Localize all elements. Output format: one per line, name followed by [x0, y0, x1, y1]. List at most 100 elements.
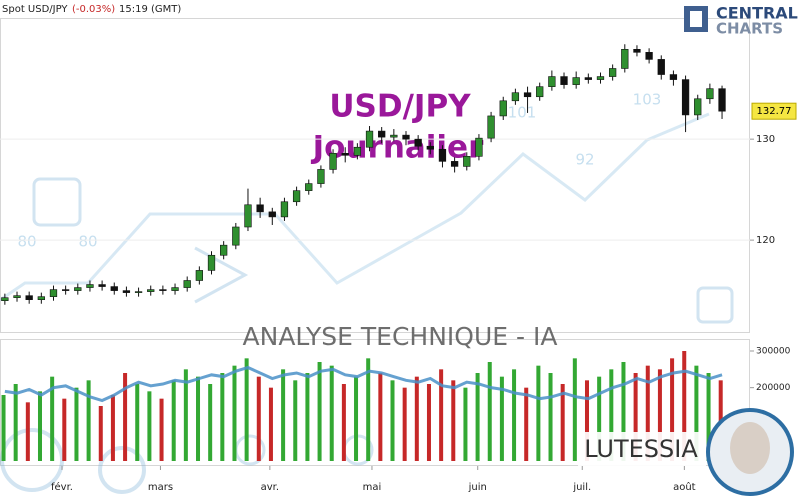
volume-bar [171, 380, 176, 461]
volume-bar [439, 369, 444, 461]
volume-bar [62, 398, 67, 461]
volume-bar [524, 387, 529, 461]
candle-body [232, 226, 240, 246]
candle-body [621, 48, 629, 69]
volume-bar [402, 387, 407, 461]
logo-icon [690, 11, 702, 27]
volume-bar [354, 376, 359, 461]
volume-bar [451, 380, 456, 461]
volume-bar [135, 384, 140, 461]
volume-bar [463, 387, 468, 461]
logo-text: CHARTS [716, 20, 783, 38]
volume-bar [147, 391, 152, 461]
volume-bar [645, 365, 650, 461]
volume-bar [50, 376, 55, 461]
candle-body [122, 290, 131, 293]
candle-body [523, 92, 532, 98]
candle-body [171, 287, 179, 291]
overlay-label: 80 [78, 233, 97, 251]
overlay-label: 103 [633, 91, 662, 109]
volume-bar [572, 358, 577, 461]
candle-body [499, 100, 507, 117]
candle-body [390, 134, 398, 138]
candle-body [426, 145, 434, 150]
candle-body [572, 77, 580, 85]
x-tick-label: févr. [51, 481, 73, 493]
volume-bar [123, 373, 128, 461]
candle-body [329, 152, 337, 170]
candle-body [669, 74, 678, 80]
overlay-label: 80 [17, 233, 36, 251]
candle-body [220, 244, 228, 256]
candle-body [25, 295, 33, 300]
candle-body [596, 76, 605, 80]
volume-bar [633, 373, 638, 461]
candle-body [341, 152, 349, 156]
icon [32, 177, 82, 227]
volume-bar [657, 369, 662, 461]
volume-bar [317, 362, 322, 461]
price-panel [0, 18, 750, 333]
icon [98, 446, 146, 494]
volume-bar [232, 365, 237, 461]
candle-body [1, 297, 9, 302]
volume-bar [305, 373, 310, 461]
candle-body [195, 270, 203, 281]
candle-body [511, 92, 520, 102]
volume-bar [208, 384, 213, 461]
candle-body [256, 204, 264, 213]
candle-body [147, 289, 155, 292]
x-tick-label: mai [363, 482, 382, 493]
volume-bar [414, 376, 419, 461]
candle-body [378, 130, 386, 138]
candle-body [681, 79, 690, 116]
volume-bar [220, 373, 225, 461]
volume-bar [183, 369, 188, 461]
price-tag-label: 132.77 [757, 106, 792, 117]
y-tick-label: 200000 [756, 383, 791, 393]
avatar-face [730, 422, 770, 474]
volume-bar [159, 398, 164, 461]
volume-bar [560, 384, 565, 461]
volume-bar [609, 369, 614, 461]
candle-body [487, 115, 495, 139]
icon [696, 286, 734, 324]
volume-bar [329, 365, 334, 461]
volume-bar [670, 358, 675, 461]
volume-bar [621, 362, 626, 461]
plot: 120 130 300000 200000 févr. mars avr. mai juin ju… [0, 44, 797, 493]
candle-body [706, 88, 714, 100]
volume-bar [37, 391, 42, 461]
x-tick-label: juin [468, 482, 487, 493]
volume-bar [256, 376, 261, 461]
overlay-labels: 80 80 92 101 103 [17, 91, 661, 251]
volume-line [4, 365, 723, 403]
candle-body [207, 254, 216, 271]
candle-body [98, 284, 106, 287]
volume-bar [706, 373, 711, 461]
x-tick-label: août [673, 481, 696, 493]
volume-bar [475, 373, 480, 461]
volume-bar [293, 380, 298, 461]
volume-bar [536, 365, 541, 461]
logo-text: CENTRAL [716, 4, 798, 23]
candle-body [61, 289, 70, 291]
y-tick-label: 120 [756, 235, 775, 246]
volume-bar [390, 380, 395, 461]
candle-body [49, 289, 58, 297]
candle-body [694, 98, 702, 116]
x-tick-label: mars [148, 482, 173, 493]
candle-body [183, 280, 191, 288]
volume-bar [682, 351, 687, 461]
time: 15:19 (GMT) [119, 4, 181, 15]
candle-body [317, 169, 325, 184]
watermark: ANALYSE TECHNIQUE - IA [243, 322, 558, 351]
candle-body [402, 134, 410, 140]
instrument: Spot USD/JPY [2, 4, 68, 15]
volume-bar [1, 395, 6, 461]
candle-body [353, 146, 362, 156]
candle-body [633, 48, 641, 53]
candle-body [560, 76, 568, 85]
